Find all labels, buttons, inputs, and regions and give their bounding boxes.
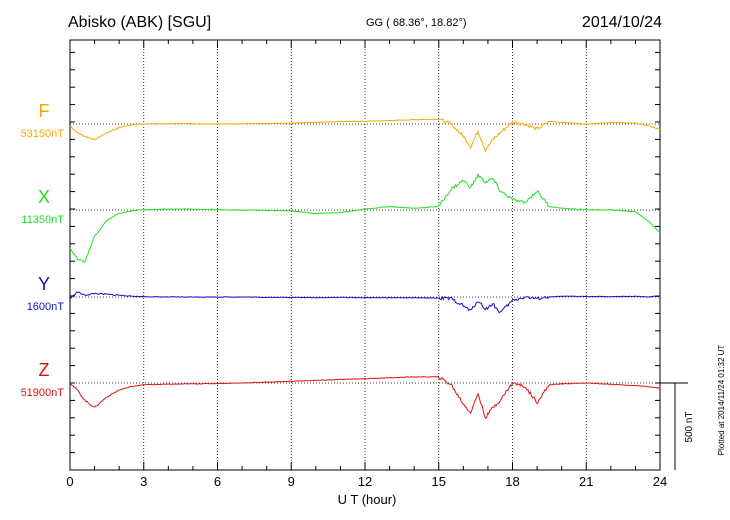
series-line-z [69,376,661,419]
grid [70,40,660,470]
series-name-f: F [39,101,50,121]
scale-bar-label: 500 nT [684,411,695,442]
x-tick-label: 9 [288,474,295,489]
date-label: 2014/10/24 [582,14,662,31]
series-baseline-y: 1600nT [27,301,65,313]
x-tick-label: 21 [579,474,593,489]
x-tick-label: 15 [432,474,446,489]
x-tick-label: 6 [214,474,221,489]
series-name-z: Z [39,360,50,380]
series-line-f [69,118,661,153]
series-name-y: Y [38,274,50,294]
scale-bar: 500 nT [660,382,695,470]
x-tick-label: 18 [505,474,519,489]
series-lines [69,118,661,419]
station-title: Abisko (ABK) [SGU] [68,14,211,31]
series-baseline-x: 11350nT [21,214,64,226]
x-tick-label: 12 [358,474,372,489]
x-axis-label: U T (hour) [338,492,397,507]
plot-frame [69,39,661,471]
series-name-x: X [38,187,50,207]
axis-ticks [69,40,661,471]
plotted-timestamp: Plotted at 2014/11/24 01:32 UT [717,345,726,456]
x-tick-label: 24 [653,474,667,489]
x-tick-label: 0 [66,474,73,489]
x-tick-labels: 0 3 6 9 12 15 18 21 24 [66,474,667,489]
series-line-x [69,173,661,263]
x-tick-label: 3 [140,474,147,489]
series-labels: F 53150nT X 11350nT Y 1600nT Z 51900nT [21,101,65,399]
series-line-y [69,291,661,314]
coords-label: GG ( 68.36°, 18.82°) [366,17,467,29]
series-baseline-z: 51900nT [21,387,65,399]
series-baseline-f: 53150nT [21,128,65,140]
